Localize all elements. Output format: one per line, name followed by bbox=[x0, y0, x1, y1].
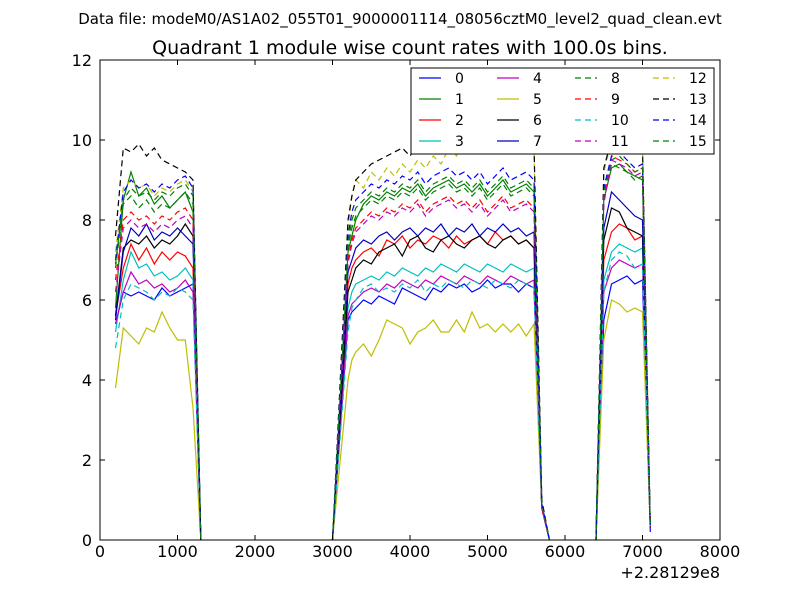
legend-label: 11 bbox=[611, 134, 629, 150]
series-line-13 bbox=[114, 143, 202, 541]
series-line-8 bbox=[595, 163, 651, 541]
series-line-2 bbox=[114, 242, 202, 541]
y-tick-label: 8 bbox=[82, 211, 92, 230]
series-line-15 bbox=[114, 183, 202, 541]
series-line-5 bbox=[595, 299, 651, 541]
series-line-0 bbox=[114, 283, 202, 541]
plot-frame bbox=[99, 59, 721, 541]
series-line-3 bbox=[114, 250, 202, 541]
y-tick-label: 10 bbox=[72, 131, 92, 150]
x-tick-label: 2000 bbox=[235, 542, 276, 561]
series-line-14 bbox=[114, 175, 202, 541]
legend-label: 12 bbox=[689, 71, 707, 87]
series-line-6 bbox=[595, 207, 651, 541]
series-line-12 bbox=[331, 130, 551, 541]
legend-label: 1 bbox=[455, 92, 464, 108]
x-tick-label: 1000 bbox=[157, 542, 198, 561]
y-tick-label: 2 bbox=[82, 451, 92, 470]
series-line-11 bbox=[114, 215, 202, 541]
series-line-10 bbox=[331, 279, 551, 541]
legend-label: 9 bbox=[611, 92, 620, 108]
legend-label: 8 bbox=[611, 71, 620, 87]
x-tick-label: 0 bbox=[95, 542, 105, 561]
plot-lines bbox=[114, 127, 651, 541]
series-line-8 bbox=[114, 191, 202, 541]
legend-label: 15 bbox=[689, 134, 707, 150]
legend-label: 0 bbox=[455, 71, 464, 87]
legend-label: 14 bbox=[689, 113, 707, 129]
y-tick-label: 12 bbox=[72, 51, 92, 70]
tick-labels: 0 1000 2000 3000 4000 5000 6000 7000 80000246810… bbox=[72, 51, 741, 561]
legend-label: 13 bbox=[689, 92, 707, 108]
legend-label: 2 bbox=[455, 113, 464, 129]
legend-label: 5 bbox=[533, 92, 542, 108]
y-tick-label: 0 bbox=[82, 531, 92, 550]
series-line-7 bbox=[114, 222, 202, 541]
legend-label: 3 bbox=[455, 134, 464, 150]
series-line-2 bbox=[331, 231, 551, 541]
suptitle: Data file: modeM0/AS1A02_055T01_90000011… bbox=[78, 10, 722, 29]
series-line-9 bbox=[595, 155, 651, 541]
series-line-15 bbox=[331, 175, 551, 541]
legend-label: 4 bbox=[533, 71, 542, 87]
x-tick-label: 3000 bbox=[312, 542, 353, 561]
series-line-5 bbox=[331, 310, 551, 541]
x-tick-label: 6000 bbox=[545, 542, 586, 561]
series-line-0 bbox=[595, 275, 651, 541]
legend-box bbox=[410, 67, 715, 155]
series-line-3 bbox=[595, 243, 651, 541]
y-tick-label: 6 bbox=[82, 291, 92, 310]
x-tick-label: 4000 bbox=[390, 542, 431, 561]
series-line-3 bbox=[331, 263, 551, 541]
series-line-0 bbox=[331, 279, 551, 541]
series-line-4 bbox=[331, 275, 551, 541]
series-line-11 bbox=[331, 199, 551, 541]
x-tick-label: 7000 bbox=[622, 542, 663, 561]
series-line-10 bbox=[595, 251, 651, 541]
x-offset-label: +2.28129e8 bbox=[620, 563, 720, 582]
series-line-8 bbox=[331, 183, 551, 541]
legend-label: 10 bbox=[611, 113, 629, 129]
series-line-6 bbox=[114, 222, 202, 541]
series-line-7 bbox=[595, 190, 651, 541]
series-line-14 bbox=[331, 167, 551, 541]
series-line-15 bbox=[595, 155, 651, 541]
series-line-9 bbox=[114, 207, 202, 541]
series-line-10 bbox=[114, 283, 202, 541]
series-line-5 bbox=[114, 310, 202, 541]
series-line-1 bbox=[331, 179, 551, 541]
series-line-4 bbox=[114, 270, 202, 541]
series-line-6 bbox=[331, 235, 551, 541]
series-line-14 bbox=[595, 151, 651, 541]
x-tick-label: 5000 bbox=[467, 542, 508, 561]
series-line-11 bbox=[595, 159, 651, 541]
y-tick-label: 4 bbox=[82, 371, 92, 390]
legend-label: 6 bbox=[533, 113, 542, 129]
legend-label: 7 bbox=[533, 134, 542, 150]
chart-title: Quadrant 1 module wise count rates with … bbox=[152, 37, 668, 59]
series-line-7 bbox=[331, 223, 551, 541]
series-line-2 bbox=[595, 223, 651, 541]
series-line-4 bbox=[595, 259, 651, 541]
x-tick-label: 8000 bbox=[700, 542, 741, 561]
series-line-1 bbox=[114, 169, 202, 541]
series-line-9 bbox=[331, 195, 551, 541]
